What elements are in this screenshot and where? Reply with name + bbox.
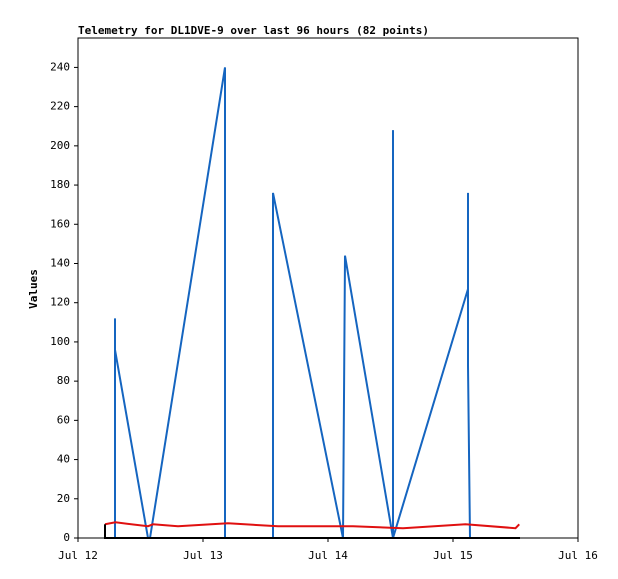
y-tick-label: 160 [50, 217, 70, 230]
x-tick-label: Jul 15 [433, 549, 473, 562]
data-line [104, 521, 520, 530]
y-tick-label: 80 [57, 374, 70, 387]
y-tick-label: 200 [50, 139, 70, 152]
y-tick-label: 20 [57, 492, 70, 505]
y-tick-label: 220 [50, 100, 70, 113]
y-tick-label: 0 [63, 531, 70, 544]
y-tick-label: 140 [50, 256, 70, 269]
y-tick-label: 60 [57, 413, 70, 426]
y-tick-label: 180 [50, 178, 70, 191]
y-tick-label: 240 [50, 60, 70, 73]
x-tick-label: Jul 14 [308, 549, 348, 562]
y-tick-label: 40 [57, 453, 70, 466]
y-tick-label: 120 [50, 296, 70, 309]
x-tick-label: Jul 12 [58, 549, 98, 562]
chart-title: Telemetry for DL1DVE-9 over last 96 hour… [78, 24, 429, 37]
y-tick-label: 100 [50, 335, 70, 348]
data-line [114, 67, 471, 539]
x-tick-label: Jul 13 [183, 549, 223, 562]
y-axis-label: Values [27, 269, 40, 309]
data-line [104, 524, 520, 539]
x-tick-label: Jul 16 [558, 549, 598, 562]
